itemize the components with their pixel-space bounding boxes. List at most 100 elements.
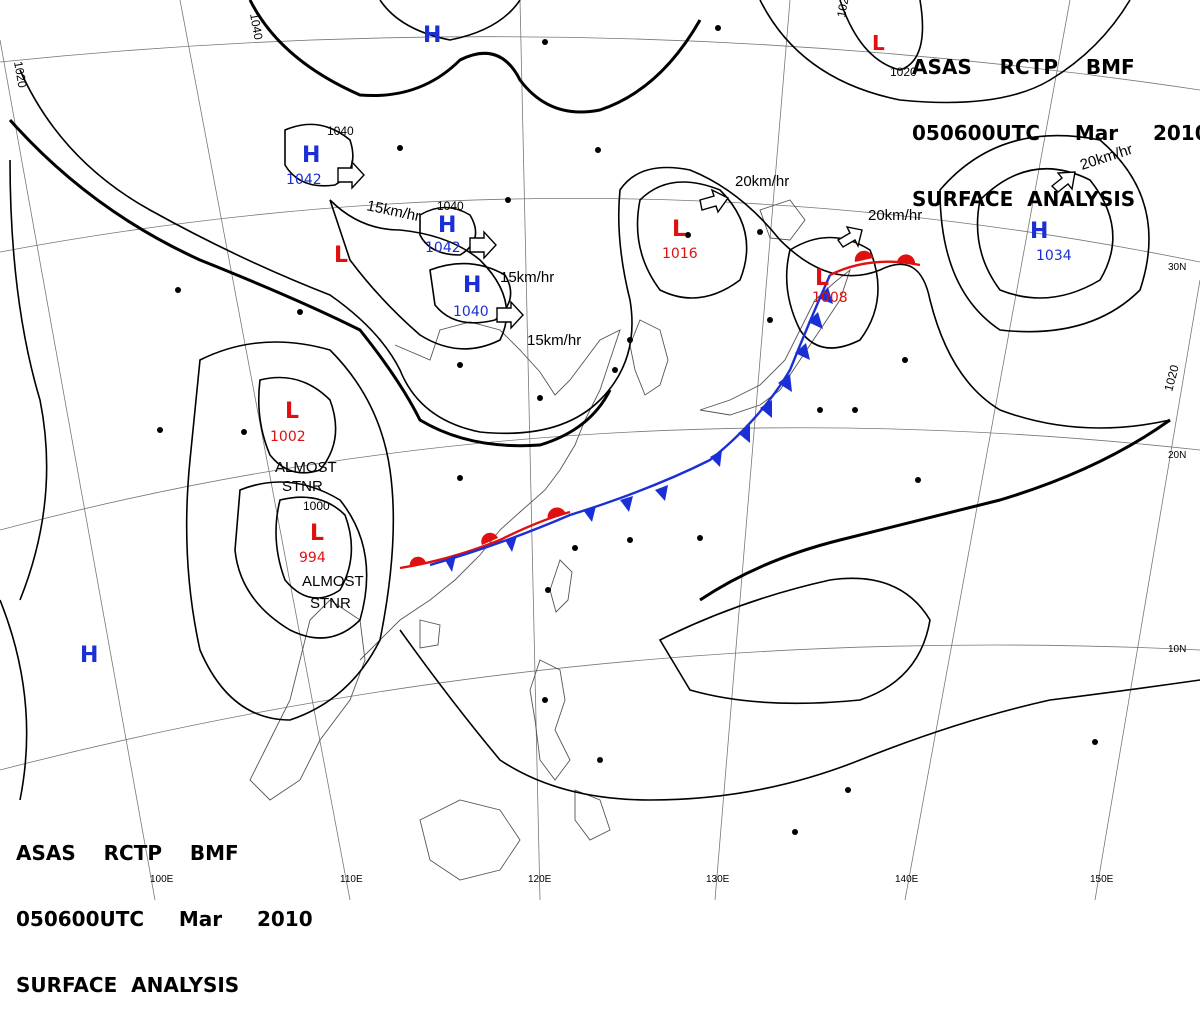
isobar-labels: 1040 1020 1040 1040 1020 1000 1020 1020: [11, 0, 1182, 513]
isobar-label: 1000: [303, 499, 330, 513]
luzon-coast: [529, 659, 571, 781]
high-center: H: [463, 273, 481, 298]
low-center: L: [310, 521, 324, 546]
longitude-line-100e: [0, 39, 156, 900]
time-line: 050600UTC Mar 2010: [912, 121, 1200, 145]
high-center: H: [438, 213, 456, 238]
low-center: L: [285, 399, 299, 424]
longitude-label: 140E: [895, 874, 919, 885]
isobar: [839, 0, 924, 71]
low-pressure-value: 1016: [662, 246, 698, 262]
cold-front-teeth: [445, 287, 833, 572]
isobar-label: 1040: [327, 124, 354, 138]
isobar: [284, 123, 354, 187]
isobar-label: 1020: [890, 65, 917, 79]
motion-label: 20km/hr: [868, 207, 922, 224]
isobar: [19, 69, 1171, 435]
warm-front-bumps: [409, 250, 916, 567]
longitude-line-130e: [714, 0, 791, 900]
high-center: H: [80, 643, 98, 668]
motion-arrow: [496, 300, 524, 330]
isobar-label: 1020: [11, 60, 29, 89]
longitude-label: 110E: [340, 874, 363, 885]
isobars: [0, 0, 1200, 801]
longitude-line-110e: [179, 0, 351, 900]
motion-arrow: [469, 230, 497, 260]
hainan-coast: [419, 619, 441, 649]
high-center: H: [423, 23, 441, 48]
isobar: [636, 181, 748, 299]
station-plots: [157, 25, 1098, 835]
longitude-label: 100E: [150, 874, 174, 885]
isobar: [275, 496, 353, 599]
isobar-label: 1020: [1161, 363, 1182, 393]
motion-arrow: [836, 226, 863, 249]
japan-coast: [699, 268, 851, 416]
mindanao-coast: [574, 789, 611, 841]
isobar: [379, 0, 521, 41]
isobar: [9, 159, 48, 601]
longitude-line-120e: [519, 0, 541, 900]
low-pressure-value: 994: [299, 550, 326, 566]
hokkaido-coast: [759, 199, 806, 241]
borneo-coast: [419, 799, 521, 881]
longitude-label: 130E: [706, 874, 730, 885]
graticule-labels: 30N 20N 10N 100E 110E 120E 130E 140E 150…: [150, 262, 1186, 885]
motion-label: 15km/hr: [527, 332, 581, 349]
high-center: H: [1030, 219, 1048, 244]
graticule: [0, 0, 1200, 900]
pressure-centers: H H 1042 H 1042 H 1040 H 1034 H L L 1002…: [80, 23, 1072, 668]
chart-title-top-right: ASAS RCTP BMF 050600UTC Mar 2010 SURFACE…: [912, 12, 1200, 232]
isobar: [234, 481, 368, 639]
isobar-label: 1020: [834, 0, 852, 19]
indochina-coast: [249, 599, 366, 801]
high-pressure-value: 1040: [453, 304, 489, 320]
high-pressure-value: 1042: [286, 172, 322, 188]
weather-chart: 1040 1020 1040 1040 1020 1000 1020 1020 …: [0, 0, 1200, 900]
isobar-label: 1040: [437, 199, 464, 213]
high-pressure-value: 1042: [425, 240, 461, 256]
isobar: [0, 599, 28, 801]
low-pressure-value: 1002: [270, 429, 306, 445]
motion-arrow: [337, 160, 365, 190]
longitude-label: 150E: [1090, 874, 1114, 885]
latitude-line-20n: [0, 427, 1200, 531]
motion-arrows: [337, 160, 1076, 330]
chart-title-bottom-left: ASAS RCTP BMF 050600UTC Mar 2010 SURFACE…: [16, 798, 313, 1018]
stationary-label: STNR: [310, 595, 351, 612]
isobar: [8, 119, 612, 448]
isobar: [759, 0, 1131, 104]
latitude-label: 10N: [1168, 644, 1186, 655]
stationary-label: ALMOST: [275, 459, 337, 476]
china-coast: [359, 321, 621, 661]
isobar: [429, 262, 512, 324]
low-center: L: [872, 31, 885, 55]
product-line: SURFACE ANALYSIS: [912, 187, 1136, 211]
latitude-line-10n: [0, 644, 1200, 771]
motion-label: 20km/hr: [735, 173, 789, 190]
agency-line: ASAS RCTP BMF: [912, 55, 1135, 79]
latitude-label: 30N: [1168, 262, 1186, 273]
motion-label: 15km/hr: [365, 197, 422, 225]
latitude-label: 20N: [1168, 450, 1186, 461]
high-pressure-value: 1034: [1036, 248, 1072, 264]
isobar: [248, 0, 702, 114]
isobar: [399, 629, 1200, 801]
isobar: [976, 168, 1114, 299]
agency-line: ASAS RCTP BMF: [16, 841, 239, 865]
isobar-label: 1040: [247, 12, 265, 41]
korea-coast: [629, 319, 669, 396]
motion-label: 15km/hr: [500, 269, 554, 286]
product-line: SURFACE ANALYSIS: [16, 973, 240, 997]
low-pressure-value: 1008: [812, 290, 848, 306]
high-center: H: [302, 143, 320, 168]
stationary-labels: ALMOST STNR ALMOST STNR: [275, 459, 364, 612]
motion-arrow: [699, 188, 730, 214]
taiwan-coast: [549, 559, 573, 613]
isobar: [939, 134, 1150, 333]
stationary-label: STNR: [282, 478, 323, 495]
front-system: [399, 250, 921, 572]
isobar: [658, 577, 931, 705]
time-line: 050600UTC Mar 2010: [16, 907, 313, 931]
low-center: L: [672, 217, 686, 242]
